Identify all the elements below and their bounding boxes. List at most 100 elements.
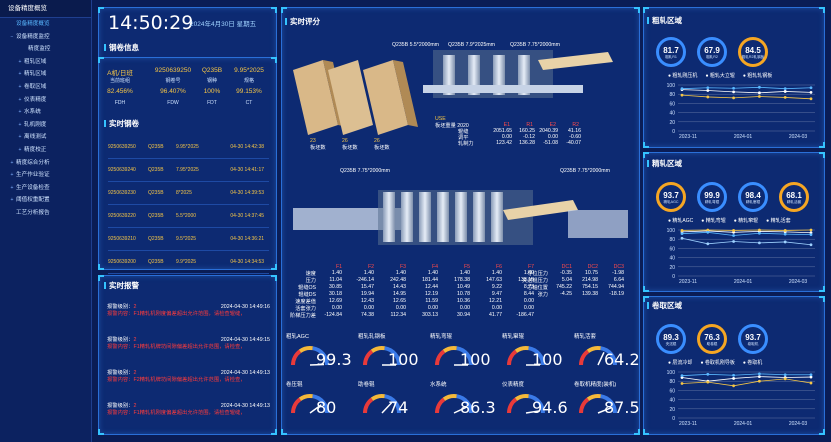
sidebar-item[interactable]: + 水系统 bbox=[0, 106, 91, 119]
x-tick-label: 2023-11 bbox=[679, 134, 697, 139]
score-ring[interactable]: 89.3 夹送辊 bbox=[656, 324, 686, 354]
table-cell: 04-30 14:37:45 bbox=[230, 213, 264, 219]
finish-col-header: F4 bbox=[431, 264, 438, 270]
finish-col-header: F7 bbox=[527, 264, 534, 270]
gauge-band bbox=[528, 346, 545, 366]
ring-label: 卷取机 bbox=[747, 342, 759, 346]
sidebar-item[interactable]: + 精度综合分析 bbox=[0, 157, 91, 170]
gauge-band bbox=[435, 349, 446, 366]
table-row[interactable]: 9250639250 Q235B 9.95*2025 04-30 14:42:38 bbox=[108, 136, 269, 159]
expand-toggle-icon[interactable]: + bbox=[10, 197, 14, 204]
ring-label: 精轧弯辊 bbox=[704, 200, 720, 204]
table-cell: 04-30 14:39:53 bbox=[230, 190, 264, 196]
alarm-level: 报警级别：2 bbox=[107, 370, 137, 376]
roll-info-label: 规格 bbox=[243, 78, 254, 84]
finish-cell: 14.95 bbox=[393, 291, 406, 297]
y-tick-label: 0 bbox=[672, 129, 675, 135]
sidebar-item[interactable]: + 仪表精度 bbox=[0, 94, 91, 107]
expand-toggle-icon[interactable]: + bbox=[18, 96, 22, 103]
expand-toggle-icon[interactable]: + bbox=[18, 58, 22, 65]
gauge-value: 74 bbox=[388, 398, 409, 417]
sidebar-item[interactable]: + 生产设备检查 bbox=[0, 182, 91, 195]
table-row[interactable]: 9250639220 Q235B 5.5*2000 04-30 14:37:45 bbox=[108, 205, 269, 228]
expand-toggle-icon[interactable]: + bbox=[18, 146, 22, 153]
series-line bbox=[681, 230, 812, 234]
y-tick-label: 40 bbox=[669, 398, 675, 404]
score-ring[interactable]: 93.7 卷取机 bbox=[738, 324, 768, 354]
expand-toggle-icon[interactable]: + bbox=[10, 172, 14, 179]
score-ring[interactable]: 93.7 精轧AGC bbox=[656, 182, 686, 212]
expand-toggle-icon[interactable]: + bbox=[18, 121, 22, 128]
sidebar-item-label: 轧机刚度 bbox=[24, 121, 47, 128]
alarm-item[interactable]: 报警级别：2 2024-04-30 14:49:16 报警内容：F1精轧机刚度偏差超… bbox=[107, 304, 270, 317]
expand-toggle-icon[interactable]: + bbox=[18, 71, 22, 78]
realtime-coils-title: 实时钢卷 bbox=[104, 118, 139, 129]
finish-cell: 8.73 bbox=[523, 284, 534, 290]
finish-cell: 1.40 bbox=[459, 270, 470, 276]
gauge-label: 粗轧AGC bbox=[286, 334, 309, 340]
finish-cell: 19.94 bbox=[361, 291, 374, 297]
expand-toggle-icon[interactable]: + bbox=[10, 184, 14, 191]
gauge-arc bbox=[291, 346, 329, 366]
alarm-level: 报警级别：2 bbox=[107, 403, 137, 409]
sidebar-item-label: 水系统 bbox=[24, 109, 41, 116]
table-row[interactable]: 9250639200 Q235B 9.9*2025 04-30 14:34:53 bbox=[108, 251, 269, 274]
expand-toggle-icon[interactable]: + bbox=[18, 109, 22, 116]
rough-mill bbox=[423, 50, 613, 98]
expand-toggle-icon[interactable]: + bbox=[18, 134, 22, 141]
alarm-item[interactable]: 报警级别：2 2024-04-30 14:49:15 报警内容：F1精轧机牌坊间隙偏… bbox=[107, 337, 270, 350]
sidebar-item[interactable]: + 卷取区域 bbox=[0, 81, 91, 94]
sidebar-item[interactable]: 精度监控 bbox=[0, 43, 91, 56]
finish-cell: -124.84 bbox=[324, 312, 342, 318]
table-row[interactable]: 9250639210 Q235B 9.5*2025 04-30 14:36:21 bbox=[108, 228, 269, 251]
score-ring[interactable]: 68.1 精轧活套 bbox=[779, 182, 809, 212]
score-ring[interactable]: 98.4 精轧窜辊 bbox=[738, 182, 768, 212]
coiler-col-header: DC1 bbox=[561, 264, 572, 270]
expand-toggle-icon[interactable]: + bbox=[18, 83, 22, 90]
coiler-cell: 夹送辊压力 bbox=[522, 278, 548, 284]
coiler-cell: -4.25 bbox=[560, 291, 572, 297]
gauge-value: 100 bbox=[460, 350, 491, 369]
gauge-value: 100 bbox=[388, 350, 419, 369]
finish-cell: 112.34 bbox=[390, 312, 406, 318]
roll-info-label: 钢种 bbox=[206, 78, 217, 84]
data-point bbox=[706, 95, 710, 99]
sidebar-item[interactable]: 设备精度概览 bbox=[0, 18, 91, 31]
rough-cell: 123.42 bbox=[496, 140, 512, 146]
expand-toggle-icon[interactable]: − bbox=[10, 33, 14, 40]
score-ring[interactable]: 99.9 精轧弯辊 bbox=[697, 182, 727, 212]
expand-toggle-icon[interactable]: + bbox=[10, 159, 14, 166]
table-row[interactable]: 9250639240 Q235B 7.95*2025 04-30 14:41:17 bbox=[108, 159, 269, 182]
table-row[interactable]: 9250639230 Q235B 8*2025 04-30 14:39:53 bbox=[108, 182, 269, 205]
use-sub: 板坯重量 2020 bbox=[435, 123, 469, 129]
data-point bbox=[706, 228, 710, 232]
sidebar-item[interactable]: − 设备精度监控 bbox=[0, 31, 91, 44]
alarm-item[interactable]: 报警级别：2 2024-04-30 14:49:13 报警内容：F2精轧机牌坊间隙偏… bbox=[107, 370, 270, 383]
finish-cell: 12.65 bbox=[393, 298, 406, 304]
table-cell: 04-30 14:34:53 bbox=[230, 259, 264, 265]
furnace-count: 23 bbox=[310, 138, 316, 144]
rough-area-title: 粗轧区域 bbox=[647, 15, 682, 26]
score-ring[interactable]: 67.9 粗轧R2 bbox=[697, 37, 727, 67]
alarm-header: 报警级别：2 2024-04-30 14:49:13 bbox=[107, 370, 270, 377]
sidebar-item[interactable]: + 精度校正 bbox=[0, 144, 91, 157]
gauge-needle bbox=[597, 352, 605, 366]
finish-cell: 178.38 bbox=[454, 277, 470, 283]
sidebar-item[interactable]: + 粗轧区域 bbox=[0, 56, 91, 69]
ring-value: 81.7 bbox=[663, 46, 679, 55]
score-ring[interactable]: 81.7 粗轧R1 bbox=[656, 37, 686, 67]
sidebar-item[interactable]: + 阈值权重配置 bbox=[0, 194, 91, 207]
sidebar-item[interactable]: + 离线测试 bbox=[0, 131, 91, 144]
sidebar-item[interactable]: + 精轧区域 bbox=[0, 68, 91, 81]
alarm-item[interactable]: 报警级别：2 2024-04-30 14:49:13 报警内容：F1精轧机刚度偏差超… bbox=[107, 403, 270, 416]
finish-cell: 15.47 bbox=[361, 284, 374, 290]
sidebar-item-label: 精度综合分析 bbox=[16, 159, 50, 166]
sidebar-item[interactable]: + 轧机刚度 bbox=[0, 119, 91, 132]
sidebar-item[interactable]: + 生产作业验证 bbox=[0, 169, 91, 182]
sidebar-item[interactable]: 工艺分析报告 bbox=[0, 207, 91, 220]
score-ring[interactable]: 84.5 粗轧R2轧钢板 bbox=[738, 37, 768, 67]
gauge-label: 精轧活套 bbox=[574, 334, 597, 340]
data-point bbox=[680, 232, 684, 236]
score-ring[interactable]: 76.3 助卷辊 bbox=[697, 324, 727, 354]
data-point bbox=[809, 381, 813, 385]
